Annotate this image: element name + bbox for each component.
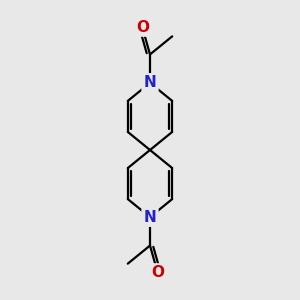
Text: N: N [144, 210, 156, 225]
Text: O: O [151, 266, 164, 280]
Text: N: N [144, 75, 156, 90]
Text: O: O [136, 20, 149, 34]
